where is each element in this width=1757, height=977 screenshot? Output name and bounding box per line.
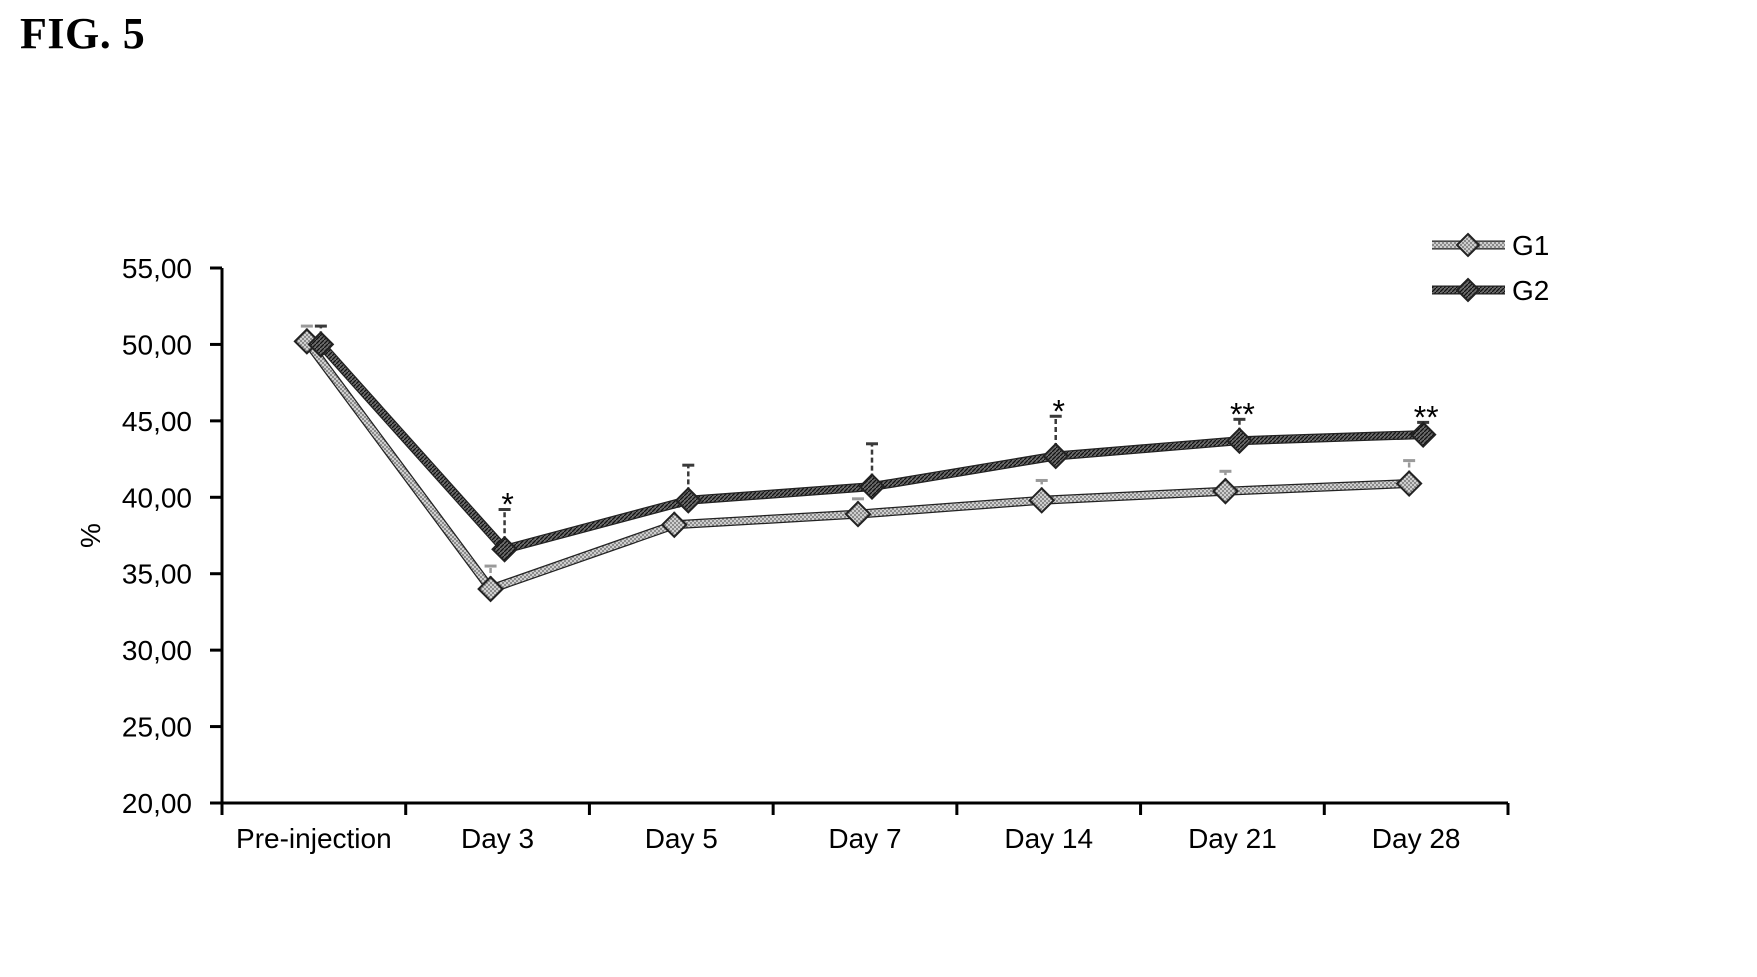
significance-marker: * bbox=[501, 487, 513, 523]
data-point bbox=[1395, 470, 1423, 497]
series-line-outline bbox=[317, 341, 1424, 554]
series-line-outline bbox=[303, 338, 1410, 594]
data-point bbox=[1042, 442, 1070, 470]
legend-marker bbox=[1455, 232, 1481, 258]
data-point bbox=[1028, 486, 1056, 514]
legend-marker bbox=[1455, 277, 1481, 303]
x-tick-label: Day 3 bbox=[461, 823, 534, 854]
x-tick-label: Day 21 bbox=[1188, 823, 1277, 854]
data-point bbox=[858, 473, 886, 501]
data-point bbox=[674, 486, 702, 514]
x-tick-label: Day 7 bbox=[828, 823, 901, 854]
legend-label: G1 bbox=[1512, 230, 1549, 261]
y-tick-label: 30,00 bbox=[122, 635, 192, 666]
y-tick-label: 55,00 bbox=[122, 253, 192, 284]
y-tick-label: 35,00 bbox=[122, 559, 192, 590]
data-point bbox=[1226, 427, 1253, 455]
axes: 20,00 25,00 30,00 35,00 40,00 45,00 50,00 55,00… bbox=[75, 253, 1510, 854]
x-tick-label: Day 28 bbox=[1372, 823, 1461, 854]
data-point bbox=[477, 575, 504, 603]
data-point bbox=[491, 535, 518, 563]
significance-marker: ** bbox=[1414, 399, 1439, 435]
figure-label: FIG. 5 bbox=[20, 9, 146, 58]
y-tick-label: 20,00 bbox=[122, 788, 192, 819]
x-tick-label: Day 5 bbox=[645, 823, 718, 854]
series-layer bbox=[293, 324, 1437, 603]
y-tick-label: 45,00 bbox=[122, 406, 192, 437]
legend-item-G2: G2 bbox=[1432, 275, 1549, 306]
significance-marker: ** bbox=[1230, 396, 1255, 432]
y-tick-label: 25,00 bbox=[122, 712, 192, 743]
x-tick-label: Pre-injection bbox=[236, 823, 392, 854]
annotation-layer: ** ** ** bbox=[501, 393, 1438, 522]
data-point bbox=[844, 500, 872, 528]
series-G2 bbox=[307, 324, 1437, 563]
y-tick-label: 50,00 bbox=[122, 329, 192, 360]
legend-item-G1: G1 bbox=[1432, 230, 1549, 261]
series-G1 bbox=[293, 324, 1423, 603]
x-tick-label: Day 14 bbox=[1004, 823, 1093, 854]
y-tick-label: 40,00 bbox=[122, 482, 192, 513]
series-line bbox=[318, 342, 1424, 553]
data-point bbox=[660, 511, 688, 539]
significance-marker: * bbox=[1052, 393, 1064, 429]
legend-label: G2 bbox=[1512, 275, 1549, 306]
data-point bbox=[1212, 477, 1239, 505]
y-axis-label: % bbox=[75, 523, 106, 548]
data-point bbox=[1409, 421, 1437, 449]
series-line bbox=[304, 339, 1410, 593]
data-point bbox=[307, 331, 335, 358]
